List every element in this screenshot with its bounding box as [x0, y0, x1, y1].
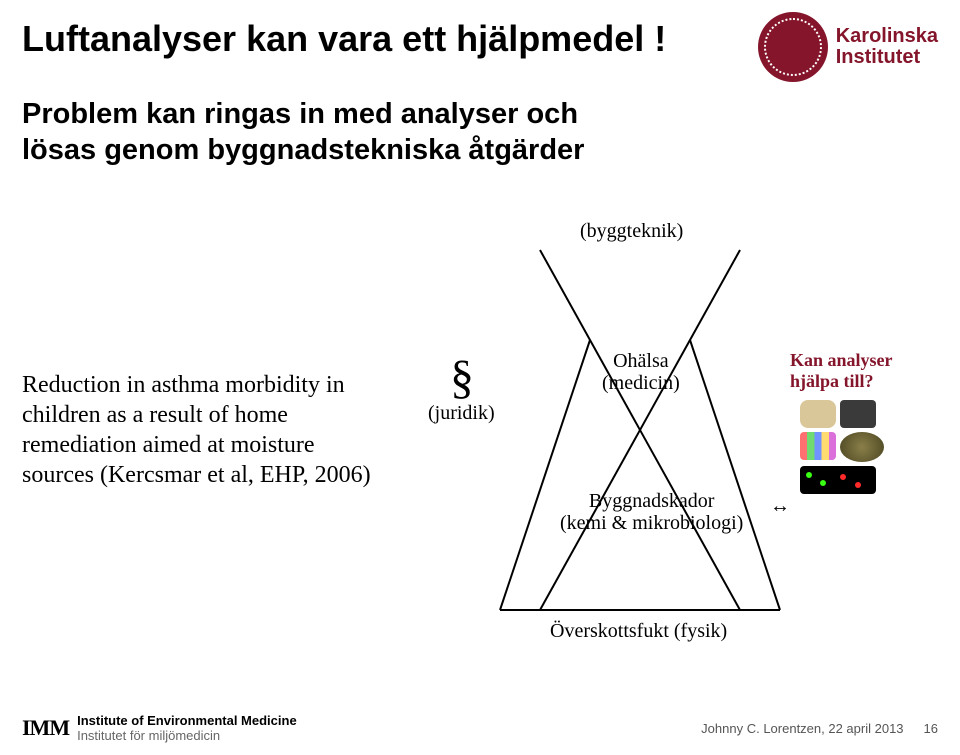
page-title: Luftanalyser kan vara ett hjälpmedel ! [22, 18, 666, 60]
institute-block: Institute of Environmental Medicine Inst… [77, 713, 297, 743]
brand-line1: Karolinska [836, 26, 938, 47]
slide: Karolinska Institutet Luftanalyser kan v… [0, 0, 960, 755]
subtitle-line2: lösas genom byggnadstekniska åtgärder [22, 134, 584, 166]
institute-en: Institute of Environmental Medicine [77, 713, 297, 728]
mid-label-line2: (medicin) [602, 372, 680, 394]
lower-label-line2: (kemi & mikrobiologi) [560, 512, 743, 534]
page-number: 16 [924, 721, 938, 736]
sample-fluorescence-icon [800, 466, 876, 494]
bi-arrow-icon: ↔ [770, 495, 790, 517]
legal-symbol-icon: § [450, 350, 474, 405]
imm-logo: IMM [22, 715, 69, 741]
mid-label: Ohälsa (medicin) [602, 350, 680, 394]
lower-label-line1: Byggnadskador [589, 490, 715, 512]
karolinska-seal-icon [758, 12, 828, 82]
footer-right: Johnny C. Lorentzen, 22 april 2013 16 [701, 721, 938, 736]
subtitle: Problem kan ringas in med analyser och l… [22, 96, 622, 169]
credit: Johnny C. Lorentzen, 22 april 2013 [701, 721, 903, 736]
sample-device-icon [840, 400, 876, 428]
triangle-icon [480, 240, 800, 620]
brand-text: Karolinska Institutet [836, 26, 938, 68]
apex-label: (byggteknik) [580, 220, 683, 242]
base-label: Överskottsfukt (fysik) [550, 620, 727, 642]
reference-text: Reduction in asthma morbidity in childre… [22, 370, 382, 490]
subtitle-line1: Problem kan ringas in med analyser och [22, 98, 578, 130]
brand-line2: Institutet [836, 47, 938, 68]
institute-sv: Institutet för miljömedicin [77, 728, 297, 743]
brand-logo: Karolinska Institutet [758, 12, 938, 82]
sample-thumbnails [800, 400, 920, 498]
sample-petri-icon [840, 432, 884, 462]
mid-label-line1: Ohälsa [613, 350, 669, 372]
annotation: Kan analyser hjälpa till? [790, 350, 940, 392]
left-label: (juridik) [428, 402, 495, 424]
footer-left: IMM Institute of Environmental Medicine … [22, 713, 297, 743]
triangle-diagram: (byggteknik) § (juridik) Ohälsa (medicin… [420, 220, 940, 640]
sample-bread-icon [800, 400, 836, 428]
lower-label: Byggnadskador (kemi & mikrobiologi) [560, 490, 743, 534]
sample-spectrum-icon [800, 432, 836, 460]
footer: IMM Institute of Environmental Medicine … [0, 713, 960, 743]
